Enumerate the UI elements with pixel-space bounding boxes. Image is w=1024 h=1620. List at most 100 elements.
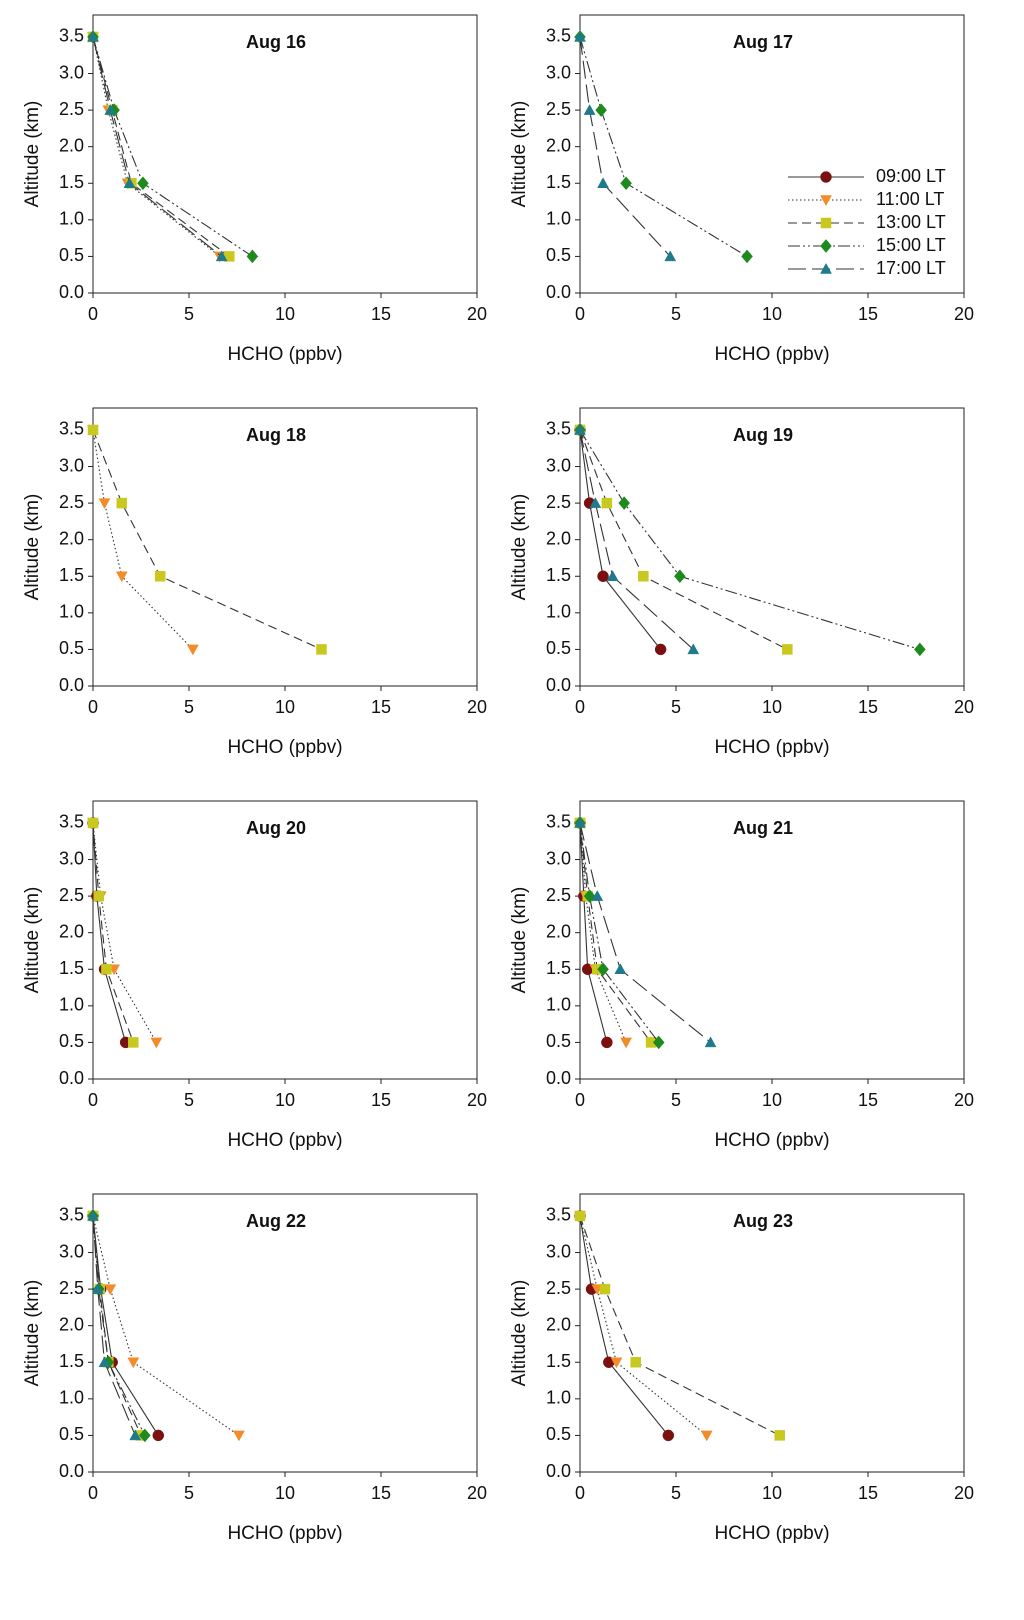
marker (574, 423, 586, 435)
x-tick-label: 0 (88, 1090, 98, 1110)
series-line (92, 822, 127, 1043)
x-tick-label: 10 (275, 1090, 295, 1110)
x-tick-label: 20 (467, 697, 487, 717)
y-tick-label: 1.5 (546, 565, 571, 585)
y-tick-label: 3.0 (59, 62, 84, 82)
y-tick-label: 3.0 (546, 455, 571, 475)
marker (115, 571, 128, 583)
marker (87, 817, 99, 829)
x-axis-label: HCHO (ppbv) (714, 1523, 829, 1544)
x-tick-label: 0 (88, 697, 98, 717)
marker (574, 1210, 586, 1222)
y-tick-label: 2.5 (59, 885, 84, 905)
y-tick-label: 3.5 (59, 419, 84, 439)
panel: 0 5 10 15 20 0.0 0.5 1.0 1.5 2.0 2.5 3.0 3.5 Aug 17 HC… (509, 14, 974, 365)
x-axis-label: HCHO (ppbv) (714, 344, 829, 365)
marker (116, 497, 128, 509)
y-tick-label: 1.5 (59, 958, 84, 978)
marker (139, 1428, 151, 1443)
y-tick-label: 0.5 (59, 638, 84, 658)
plot-frame (92, 800, 478, 1080)
x-tick-label: 0 (575, 697, 585, 717)
series-line (92, 1215, 159, 1436)
x-tick-label: 5 (671, 1483, 681, 1503)
plot-frame (92, 1193, 478, 1473)
series-line (92, 36, 222, 257)
y-tick-label: 0.5 (546, 638, 571, 658)
y-tick-label: 0.0 (546, 1461, 571, 1481)
marker (98, 498, 111, 510)
chart-title: Aug 19 (733, 425, 793, 445)
series-line (92, 36, 221, 257)
y-tick-label: 2.5 (546, 885, 571, 905)
marker (595, 103, 607, 117)
series-line (579, 429, 788, 650)
marker (591, 890, 604, 901)
y-tick-label: 3.5 (59, 812, 84, 832)
marker (618, 496, 630, 510)
y-tick-label: 0.5 (59, 1031, 84, 1051)
x-tick-label: 20 (954, 1483, 974, 1503)
x-tick-label: 5 (671, 304, 681, 324)
y-tick-label: 0.5 (546, 1424, 571, 1444)
marker (101, 964, 112, 975)
y-tick-label: 3.5 (546, 812, 571, 832)
x-tick-label: 10 (275, 304, 295, 324)
series-line (92, 1215, 136, 1436)
plot-frame (579, 1193, 965, 1473)
series-line (579, 429, 694, 650)
series-line (579, 1215, 780, 1436)
marker (589, 497, 602, 508)
series-line (579, 822, 711, 1043)
x-tick-label: 10 (275, 697, 295, 717)
marker (652, 1035, 665, 1050)
y-tick-label: 2.0 (546, 1314, 571, 1334)
series-line (579, 822, 627, 1043)
marker (664, 250, 677, 262)
x-tick-label: 5 (671, 697, 681, 717)
series-line (579, 429, 662, 650)
y-tick-label: 3.0 (59, 455, 84, 475)
marker (597, 962, 609, 977)
x-tick-label: 10 (275, 1483, 295, 1503)
x-tick-label: 10 (762, 1090, 782, 1110)
marker (583, 104, 596, 115)
marker (104, 104, 117, 115)
y-tick-label: 3.5 (546, 26, 571, 46)
series-line (579, 429, 921, 650)
marker (601, 1036, 613, 1049)
y-tick-label: 0.5 (546, 245, 571, 265)
x-tick-label: 15 (371, 304, 391, 324)
x-tick-label: 0 (575, 304, 585, 324)
marker (597, 177, 609, 189)
marker (599, 1283, 611, 1295)
marker (662, 1429, 675, 1442)
legend-label: 09:00 LT (876, 166, 946, 186)
y-tick-label: 3.0 (546, 848, 571, 868)
marker (186, 644, 199, 656)
x-tick-label: 5 (184, 304, 194, 324)
y-tick-label: 0.0 (59, 282, 84, 302)
marker (128, 1037, 139, 1048)
panel: 0 5 10 15 20 0.0 0.5 1.0 1.5 2.0 2.5 3.0 3.5 Aug 16 HC… (22, 14, 487, 365)
marker (91, 1283, 104, 1294)
y-tick-label: 1.5 (59, 565, 84, 585)
y-tick-label: 2.0 (59, 1314, 84, 1334)
series-line (579, 822, 608, 1043)
y-tick-label: 2.5 (546, 492, 571, 512)
marker (674, 569, 686, 584)
y-tick-label: 1.0 (59, 602, 84, 622)
y-axis-label: Altitude (km) (509, 494, 530, 601)
marker (574, 30, 586, 42)
y-tick-label: 1.0 (546, 1388, 571, 1408)
x-axis-label: HCHO (ppbv) (227, 737, 342, 758)
chart-title: Aug 20 (246, 818, 306, 838)
series-line (92, 822, 157, 1043)
x-tick-label: 10 (762, 304, 782, 324)
x-tick-label: 5 (184, 697, 194, 717)
series-line (92, 429, 194, 650)
x-tick-label: 10 (762, 697, 782, 717)
marker (152, 1429, 165, 1442)
y-tick-label: 2.0 (59, 921, 84, 941)
